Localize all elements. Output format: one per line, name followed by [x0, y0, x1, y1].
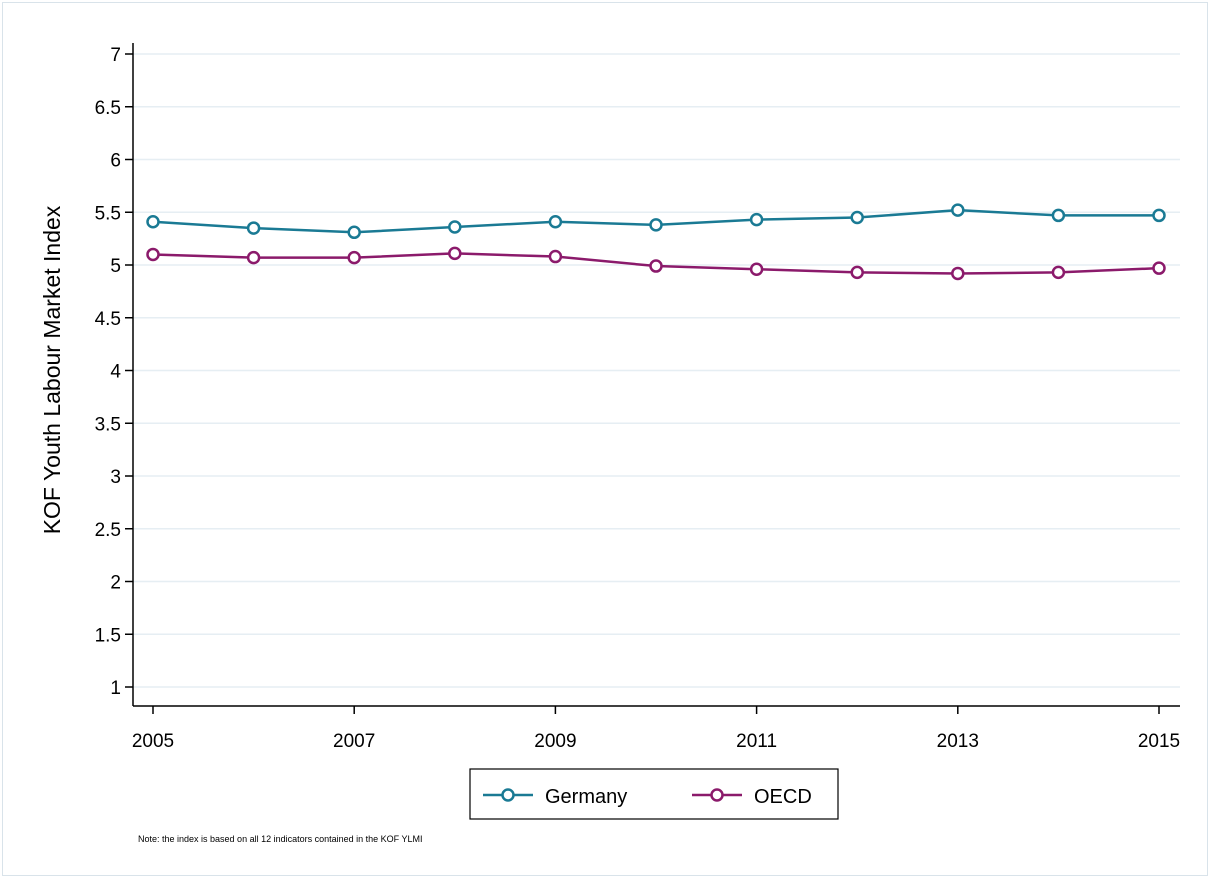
data-point-oecd [649, 259, 663, 273]
y-tick-label: 4 [110, 362, 121, 383]
data-point-oecd [347, 250, 361, 265]
axes-layer [132, 43, 1180, 707]
series-layer [146, 203, 1166, 281]
data-point-oecd [448, 246, 462, 261]
data-point-germany [1051, 208, 1066, 223]
legend-marker-germany [501, 788, 515, 802]
y-tick-label: 1.5 [95, 625, 121, 646]
x-ticks: 2005 2007 2009 2011 2013 2015 [132, 706, 1180, 752]
data-point-oecd [850, 265, 864, 280]
y-tick-label: 2.5 [95, 520, 121, 541]
y-axis-title: KOF Youth Labour Market Index [39, 205, 65, 534]
y-tick-label: 1 [110, 678, 121, 699]
data-point-germany [548, 214, 563, 229]
legend-label-oecd: OECD [754, 786, 812, 808]
legend-label-germany: Germany [545, 786, 627, 808]
data-point-oecd [749, 262, 764, 276]
x-tick-label: 2005 [132, 731, 174, 752]
data-point-oecd [548, 249, 563, 264]
legend: Germany OECD [469, 768, 839, 820]
x-tick-label: 2015 [1138, 731, 1180, 752]
y-tick-label: 6.5 [95, 98, 121, 119]
data-point-germany [649, 218, 663, 232]
footnote: Note: the index is based on all 12 indic… [138, 834, 423, 844]
y-tick-label: 3.5 [95, 414, 121, 435]
data-point-germany [951, 203, 965, 217]
data-point-oecd [1152, 261, 1166, 275]
y-tick-label: 7 [110, 45, 121, 66]
x-tick-label: 2011 [736, 731, 777, 752]
x-tick-label: 2009 [534, 731, 576, 752]
data-point-oecd [951, 266, 965, 281]
data-point-germany [749, 212, 764, 227]
data-point-germany [146, 214, 160, 229]
y-tick-label: 3 [110, 467, 121, 488]
y-tick-label: 5.5 [95, 203, 121, 224]
data-point-germany [246, 221, 261, 235]
data-point-germany [1152, 208, 1166, 223]
y-tick-label: 2 [110, 573, 121, 594]
data-point-oecd [146, 247, 160, 262]
data-point-germany [347, 225, 361, 240]
data-point-oecd [1051, 265, 1066, 280]
x-tick-label: 2013 [937, 731, 979, 752]
y-tick-label: 6 [110, 151, 121, 172]
y-tick-label: 5 [110, 256, 121, 277]
y-ticks: 1 1.5 2 2.5 3 3.5 4 4.5 5 5.5 6 6.5 7 [95, 45, 133, 699]
legend-marker-oecd [710, 788, 724, 802]
x-tick-label: 2007 [333, 731, 375, 752]
y-tick-label: 4.5 [95, 309, 121, 330]
grid-layer [133, 53, 1180, 688]
data-point-germany [448, 220, 462, 234]
data-point-oecd [246, 250, 261, 265]
data-point-germany [850, 210, 864, 225]
